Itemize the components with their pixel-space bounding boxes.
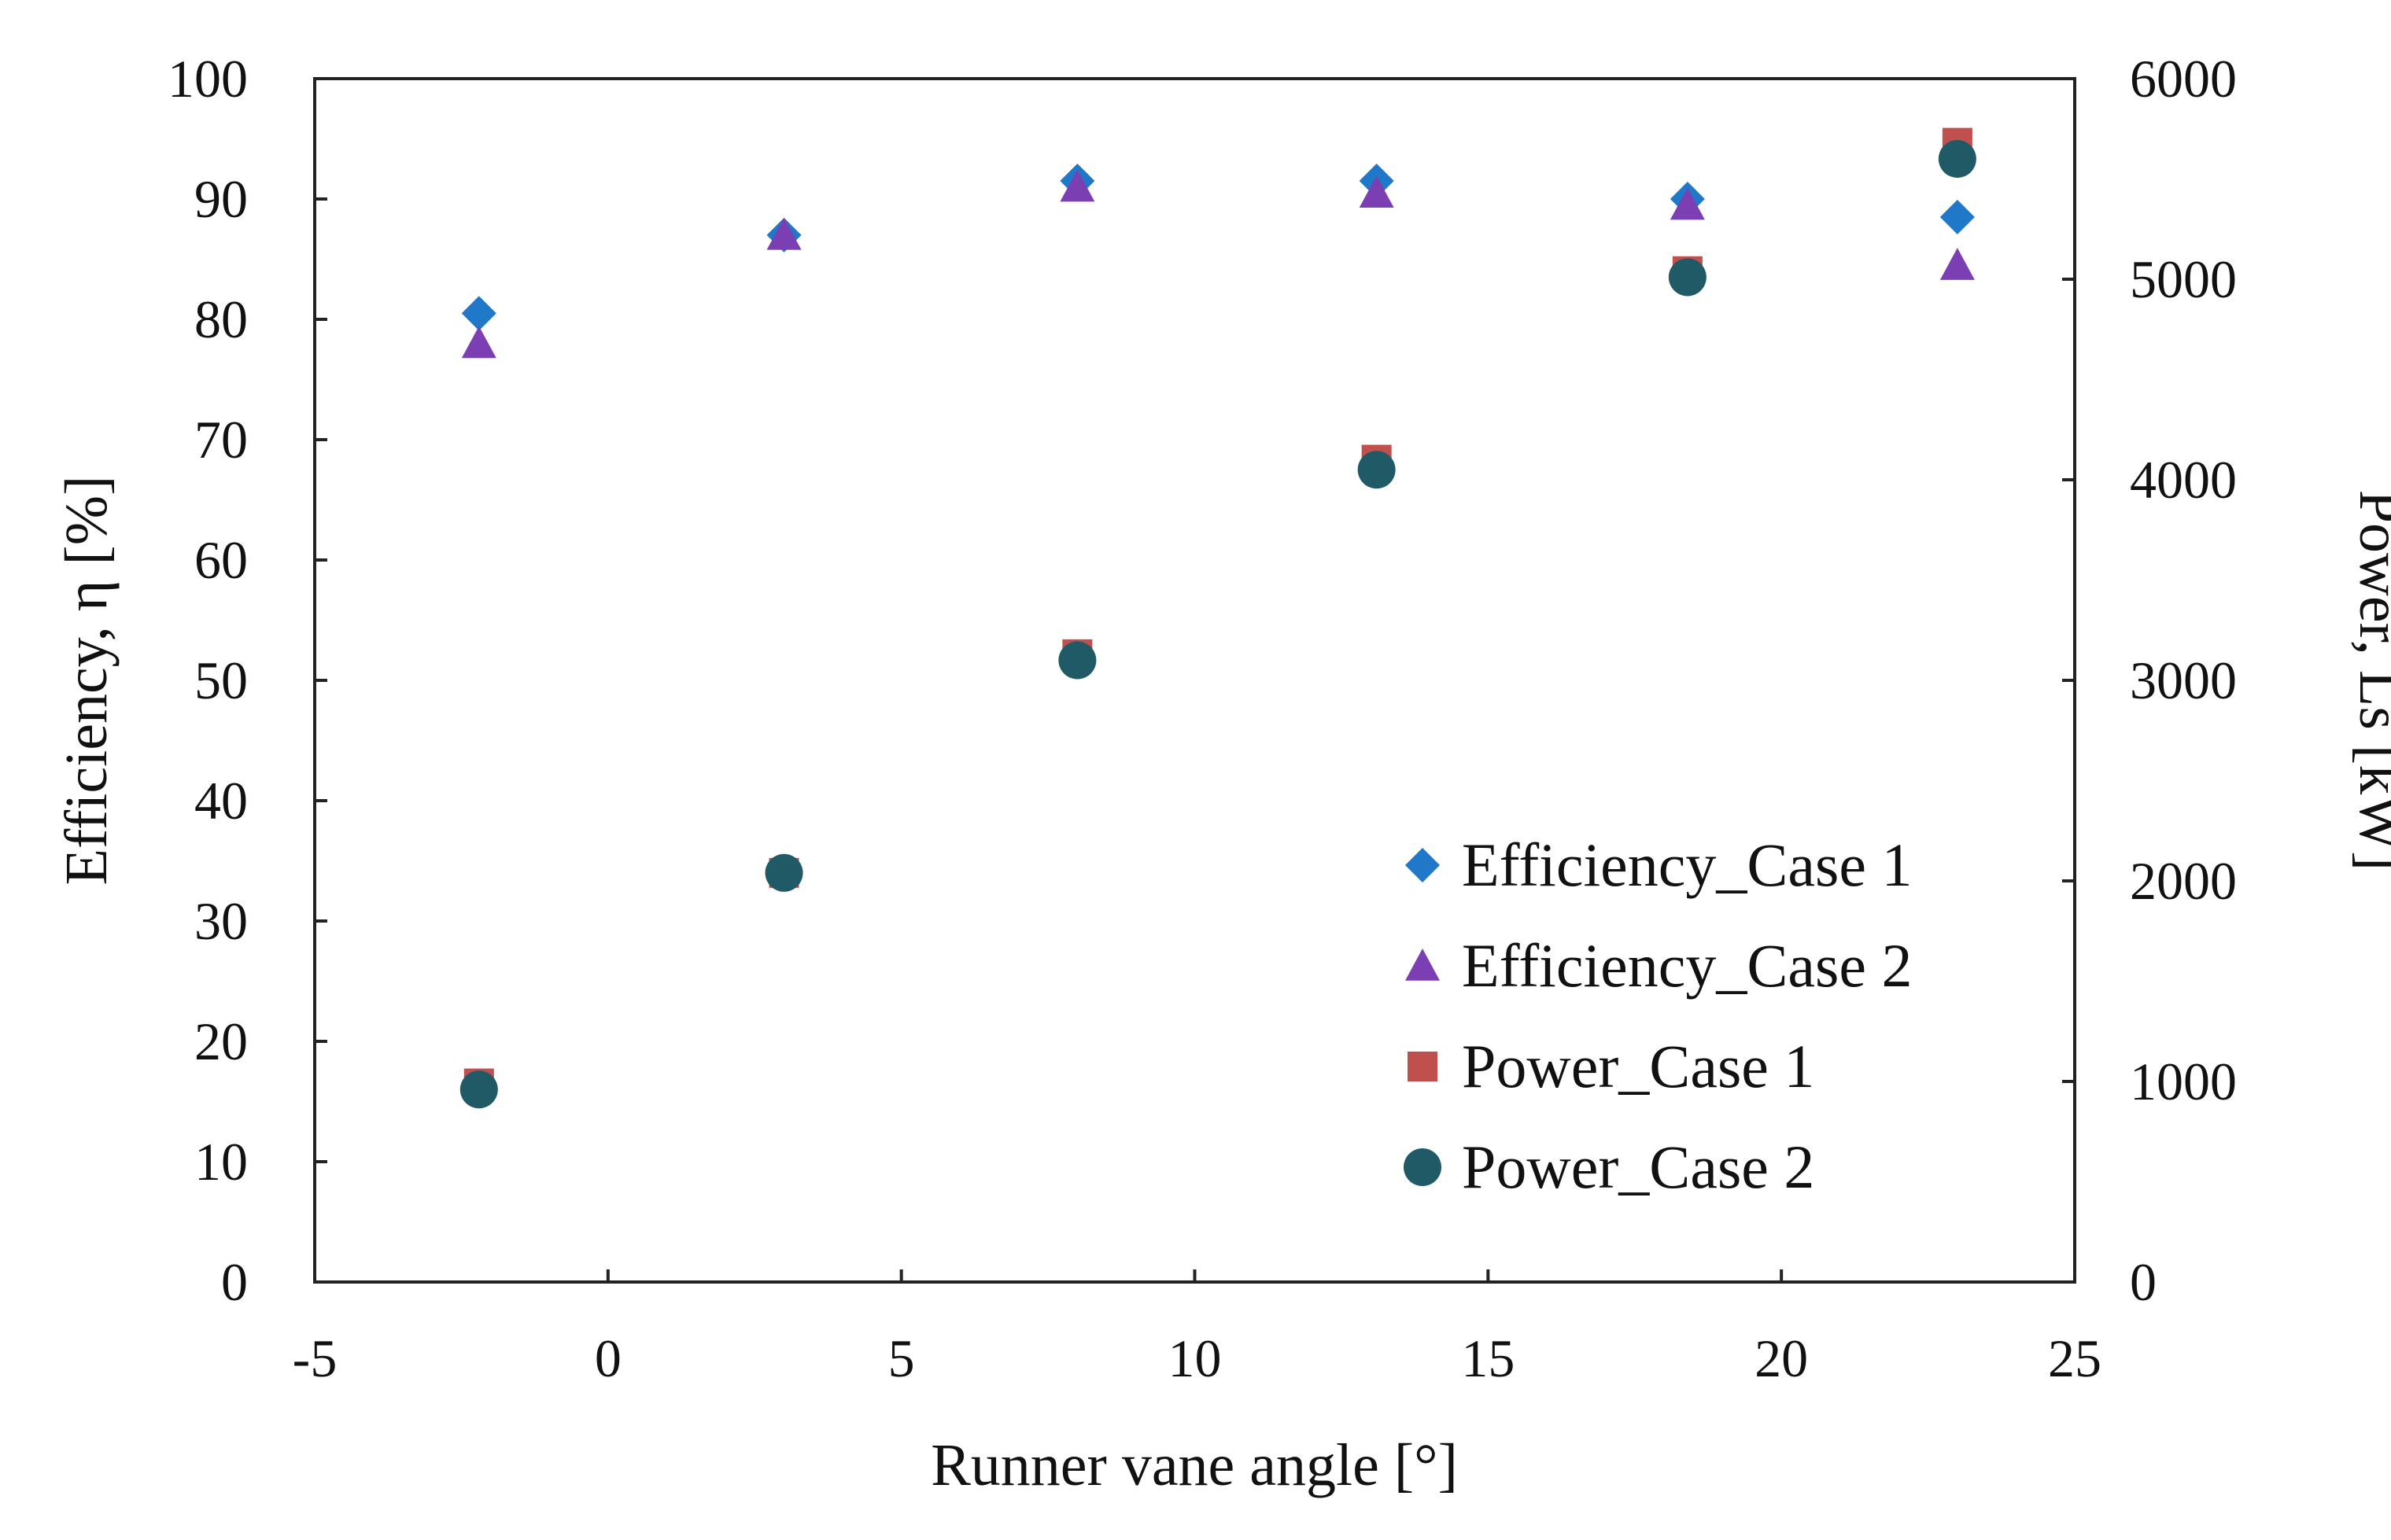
legend: Efficiency_Case 1 Efficiency_Case 2 Power_… (1404, 831, 1913, 1201)
y-tick-label: 0 (221, 1252, 248, 1312)
data-point (1670, 187, 1705, 220)
y-tick-label: 90 (194, 169, 248, 229)
y2-tick-label: 4000 (2130, 450, 2237, 510)
data-point (461, 296, 496, 331)
data-point (765, 853, 803, 892)
legend-label: Power_Case 1 (1462, 1032, 1814, 1100)
y2-tick-label: 6000 (2130, 49, 2237, 109)
legend-marker (1404, 1148, 1441, 1186)
legend-label: Power_Case 2 (1462, 1133, 1814, 1201)
y2-tick-label: 2000 (2130, 851, 2237, 911)
series-4 (459, 140, 1976, 1109)
y-axis-left: 0 10 20 30 40 50 60 70 80 90 100 (168, 49, 327, 1312)
y-axis-title-left: Efficiency, η [%] (54, 476, 120, 886)
data-point (1359, 175, 1394, 208)
data-point (459, 1070, 498, 1109)
data-marks (459, 127, 1976, 1109)
y-tick-label: 60 (194, 530, 248, 590)
x-tick-label: 20 (1755, 1328, 1808, 1388)
legend-label: Efficiency_Case 1 (1462, 831, 1913, 899)
x-tick-label: 0 (595, 1328, 622, 1388)
y2-tick-label: 0 (2130, 1252, 2157, 1312)
y2-tick-label: 5000 (2130, 249, 2237, 309)
legend-marker (1405, 949, 1440, 981)
legend-marker (1405, 848, 1440, 882)
y-tick-label: 30 (194, 891, 248, 951)
y-tick-label: 40 (194, 771, 248, 831)
data-point (1668, 258, 1707, 297)
y2-tick-label: 1000 (2130, 1052, 2237, 1111)
data-point (1357, 451, 1396, 489)
x-axis: -5 0 5 10 15 20 25 (293, 1269, 2101, 1388)
y-tick-label: 70 (194, 410, 248, 470)
series-2 (461, 169, 1975, 359)
data-point (1060, 169, 1095, 202)
data-point (766, 217, 802, 250)
legend-label: Efficiency_Case 2 (1462, 931, 1913, 1000)
series-1 (461, 164, 1975, 331)
data-point (1058, 641, 1097, 680)
x-tick-label: 5 (888, 1328, 915, 1388)
x-tick-label: 10 (1168, 1328, 1222, 1388)
y-axis-right: 0 1000 2000 3000 4000 5000 6000 (2062, 49, 2237, 1312)
x-tick-label: 25 (2048, 1328, 2101, 1388)
y-axis-title-right: Power, Ls [kW] (2347, 490, 2391, 871)
data-point (1938, 140, 1976, 178)
data-point (1939, 199, 1975, 234)
x-axis-title: Runner vane angle [°] (931, 1432, 1458, 1498)
y-tick-label: 80 (194, 289, 248, 349)
x-tick-label: -5 (293, 1328, 338, 1388)
y-tick-label: 10 (194, 1132, 248, 1192)
legend-marker (1408, 1052, 1437, 1081)
x-tick-label: 15 (1461, 1328, 1515, 1388)
y-tick-label: 100 (168, 49, 248, 109)
data-point (461, 326, 496, 359)
y2-tick-label: 3000 (2130, 650, 2237, 710)
data-point (1939, 248, 1975, 280)
y-tick-label: 50 (194, 650, 248, 710)
y-tick-label: 20 (194, 1011, 248, 1071)
plot-area-frame (313, 77, 2076, 1284)
